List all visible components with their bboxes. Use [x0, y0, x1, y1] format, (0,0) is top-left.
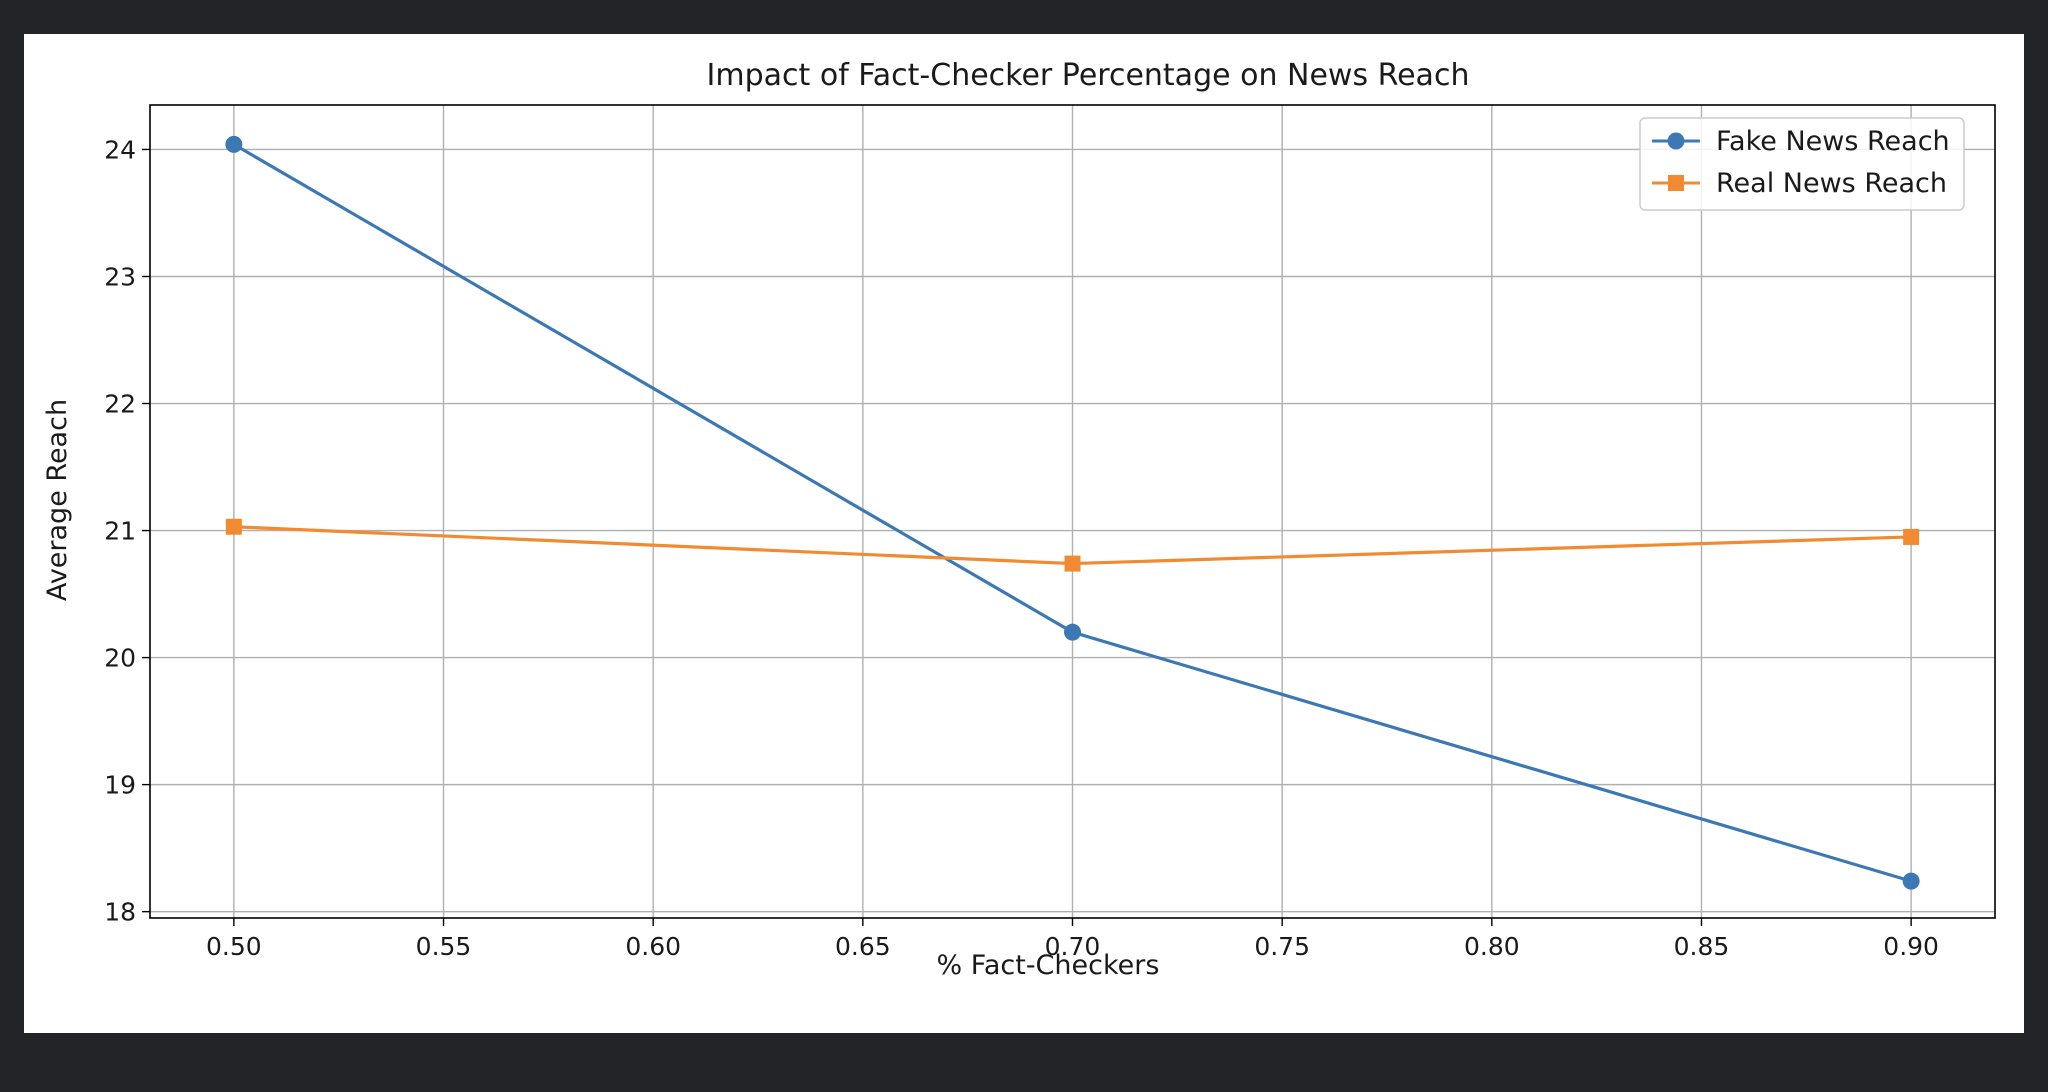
x-axis-ticks: 0.50 0.55 0.60 0.65 0.70 0.75 0.80 0.85 0.90	[206, 918, 1939, 961]
x-tick-label: 0.85	[1674, 932, 1730, 961]
x-tick-label: 0.90	[1883, 932, 1939, 961]
data-point-fake-news-reach	[1902, 872, 1920, 890]
series-group	[225, 135, 1920, 890]
data-point-real-news-reach	[1903, 528, 1920, 545]
data-point-fake-news-reach	[225, 135, 243, 153]
x-axis-label: % Fact-Checkers	[937, 950, 1160, 981]
y-tick-label: 19	[104, 771, 136, 800]
data-point-fake-news-reach	[1064, 623, 1081, 641]
legend: Fake News Reach Real News Reach	[1639, 117, 1965, 211]
y-tick-label: 21	[104, 517, 136, 546]
x-tick-label: 0.55	[416, 932, 472, 961]
grid	[150, 105, 1995, 918]
x-tick-label: 0.70	[1045, 932, 1101, 961]
x-tick-label: 0.80	[1464, 932, 1520, 961]
legend-label-fake-news: Fake News Reach	[1716, 126, 1950, 157]
y-axis-ticks: 18 19 20 21 22 23 24	[104, 135, 150, 927]
x-tick-label: 0.65	[835, 932, 891, 961]
line-chart: 0.50 0.55 0.60 0.65 0.70 0.75 0.80 0.85 0.90 181…	[42, 58, 1996, 981]
x-tick-label: 0.75	[1254, 932, 1310, 961]
y-tick-label: 22	[104, 390, 136, 419]
y-tick-label: 20	[104, 644, 136, 673]
legend-marker-fake-news	[1667, 132, 1685, 150]
legend-box	[1639, 117, 1965, 211]
data-point-real-news-reach	[225, 518, 242, 535]
y-axis-label: Average Reach	[42, 399, 73, 601]
legend-label-real-news: Real News Reach	[1716, 168, 1947, 199]
chart-figure: 0.50 0.55 0.60 0.65 0.70 0.75 0.80 0.85 0.90 18 1…	[24, 34, 2024, 1033]
chart-title: Impact of Fact-Checker Percentage on New…	[707, 58, 1470, 93]
legend-marker-real-news	[1668, 175, 1684, 191]
data-point-real-news-reach	[1064, 555, 1081, 572]
x-tick-label: 0.50	[206, 932, 262, 961]
y-tick-label: 18	[104, 898, 136, 927]
x-tick-label: 0.60	[625, 932, 681, 961]
y-tick-label: 23	[104, 262, 136, 291]
y-tick-label: 24	[104, 135, 136, 164]
